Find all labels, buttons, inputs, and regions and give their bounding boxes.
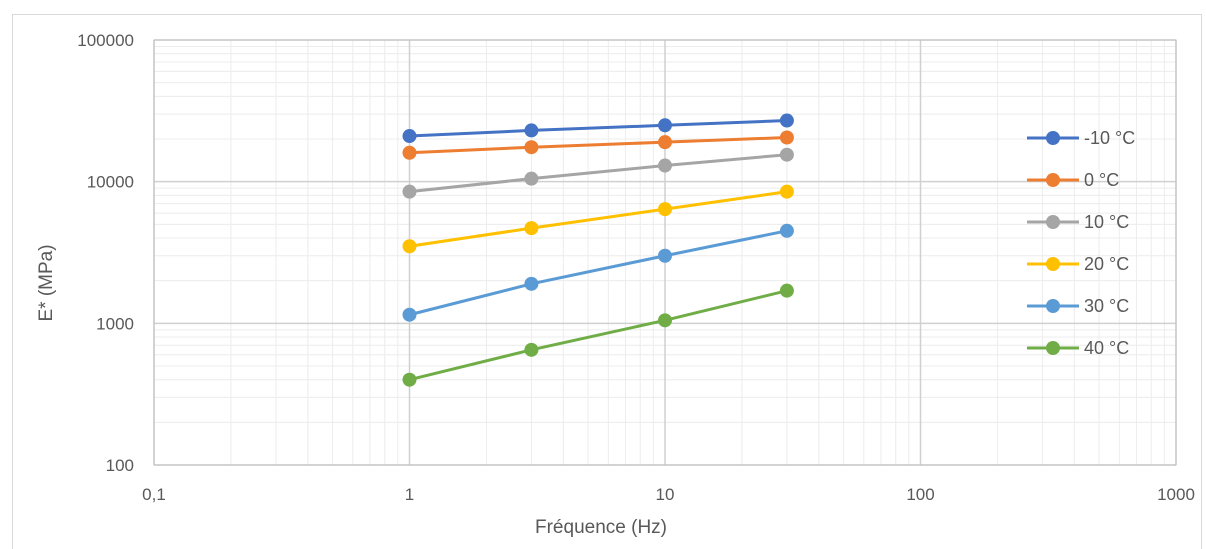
- series-line: [409, 136, 787, 155]
- legend-label: 30 °C: [1084, 296, 1129, 316]
- y-tick-label: 1000: [96, 314, 134, 333]
- series-line: [409, 153, 788, 194]
- series-line: [409, 289, 788, 382]
- legend-swatch-marker: [1046, 341, 1060, 355]
- legend-item: -10 °C: [1027, 128, 1135, 148]
- data-point: [658, 135, 672, 150]
- x-tick-label: 1000: [1157, 485, 1195, 504]
- data-point: [524, 140, 539, 155]
- legend-swatch-marker: [1046, 173, 1060, 187]
- legend-item: 30 °C: [1027, 296, 1129, 316]
- legend-label: 0 °C: [1084, 170, 1119, 190]
- x-tick-label: 1: [405, 485, 414, 504]
- series-line: [409, 190, 788, 248]
- data-point: [524, 276, 539, 291]
- y-tick-label: 100: [106, 456, 134, 475]
- series: [402, 283, 794, 387]
- legend-label: 10 °C: [1084, 212, 1129, 232]
- series: [402, 130, 794, 160]
- data-point: [402, 307, 417, 322]
- data-point: [658, 158, 672, 173]
- legend-label: 20 °C: [1084, 254, 1129, 274]
- data-point: [779, 283, 794, 298]
- legend: -10 °C 0 °C 10 °C 20 °C 30 °C 40 °C: [1027, 128, 1135, 358]
- data-point: [402, 129, 417, 144]
- data-point: [402, 239, 417, 254]
- data-point: [402, 184, 417, 199]
- legend-swatch-marker: [1046, 257, 1060, 271]
- legend-item: 40 °C: [1027, 338, 1129, 358]
- x-tick-label: 0,1: [142, 485, 166, 504]
- x-axis-title: Fréquence (Hz): [535, 517, 667, 538]
- y-tick-label: 10000: [87, 173, 134, 192]
- data-point: [658, 313, 672, 328]
- data-point: [779, 223, 794, 238]
- data-point: [524, 342, 539, 357]
- series: [402, 147, 794, 199]
- legend-label: 40 °C: [1084, 338, 1129, 358]
- data-point: [524, 171, 539, 186]
- legend-item: 20 °C: [1027, 254, 1129, 274]
- data-point: [524, 123, 539, 138]
- series: [402, 184, 794, 254]
- legend-swatch-marker: [1046, 131, 1060, 145]
- plot-area-border: [153, 39, 1177, 466]
- data-point: [658, 202, 672, 217]
- legend-swatch-marker: [1046, 215, 1060, 229]
- legend-item: 10 °C: [1027, 212, 1129, 232]
- series: [402, 113, 794, 144]
- y-axis-title: E* (MPa): [36, 244, 57, 321]
- data-point: [779, 113, 794, 128]
- series-group: [402, 113, 794, 387]
- legend-label: -10 °C: [1084, 128, 1135, 148]
- x-tick-label: 100: [906, 485, 934, 504]
- series: [402, 223, 794, 322]
- grid: [153, 39, 1177, 466]
- y-tick-label: 100000: [77, 31, 134, 50]
- data-point: [402, 145, 417, 160]
- data-point: [779, 130, 794, 145]
- chart-border: [12, 14, 1202, 549]
- legend-swatch-marker: [1046, 299, 1060, 313]
- series-line: [409, 119, 787, 138]
- axes: E* (MPa) Fréquence (Hz) 0,1 1 10 100 1000 100…: [36, 31, 1195, 538]
- data-point: [658, 118, 672, 133]
- data-point: [779, 147, 794, 162]
- data-point: [779, 184, 794, 199]
- legend-item: 0 °C: [1027, 170, 1119, 190]
- data-point: [524, 221, 539, 236]
- x-tick-label: 10: [656, 485, 675, 504]
- data-point: [658, 248, 672, 263]
- data-point: [402, 372, 417, 387]
- series-line: [409, 229, 788, 317]
